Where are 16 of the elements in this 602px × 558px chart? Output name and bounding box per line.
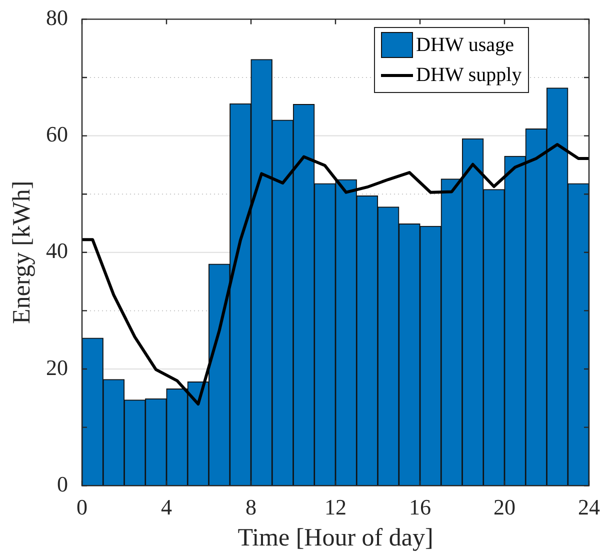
y-tick-label: 0 (57, 471, 68, 496)
x-tick-label: 12 (324, 494, 346, 520)
legend-label: DHW supply (416, 64, 522, 87)
x-tick-label: 8 (246, 494, 256, 520)
y-axis-title: Energy [kWh] (8, 180, 36, 324)
y-tick-label: 20 (46, 354, 68, 380)
x-tick-label: 0 (76, 494, 88, 520)
y-tick-label: 40 (46, 238, 68, 264)
y-tick-label: 60 (46, 122, 68, 147)
x-tick-label: 20 (494, 494, 516, 520)
y-tick-label: 80 (46, 4, 68, 30)
text: DHW usage (416, 34, 514, 57)
x-tick-label: 4 (161, 494, 172, 520)
x-tick-label: 24 (578, 494, 600, 520)
x-tick-label: 16 (409, 494, 431, 520)
x-axis-title: Time [Hour of day] (238, 524, 434, 552)
